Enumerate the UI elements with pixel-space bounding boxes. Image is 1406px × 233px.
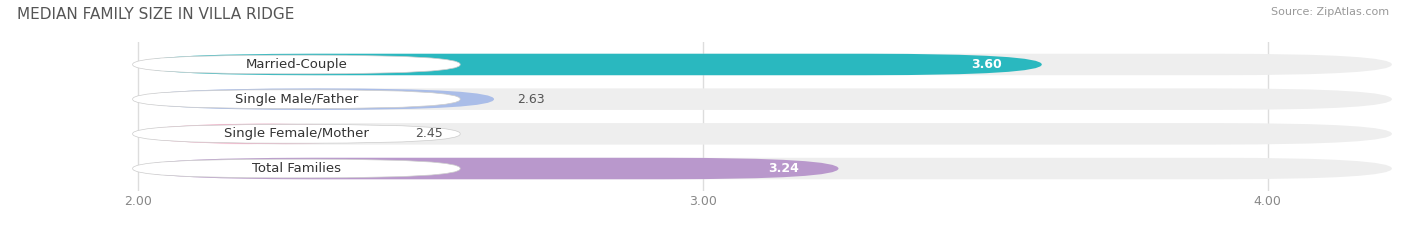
FancyBboxPatch shape: [132, 55, 460, 74]
Text: MEDIAN FAMILY SIZE IN VILLA RIDGE: MEDIAN FAMILY SIZE IN VILLA RIDGE: [17, 7, 294, 22]
Text: Total Families: Total Families: [252, 162, 340, 175]
Text: 3.24: 3.24: [768, 162, 799, 175]
FancyBboxPatch shape: [138, 123, 1392, 145]
FancyBboxPatch shape: [138, 158, 1392, 179]
Text: Source: ZipAtlas.com: Source: ZipAtlas.com: [1271, 7, 1389, 17]
Text: Single Male/Father: Single Male/Father: [235, 93, 359, 106]
FancyBboxPatch shape: [132, 124, 460, 143]
FancyBboxPatch shape: [138, 88, 1392, 110]
Text: Single Female/Mother: Single Female/Mother: [224, 127, 368, 140]
FancyBboxPatch shape: [138, 54, 1042, 75]
FancyBboxPatch shape: [138, 88, 494, 110]
FancyBboxPatch shape: [138, 158, 838, 179]
Text: Married-Couple: Married-Couple: [246, 58, 347, 71]
Text: 3.60: 3.60: [972, 58, 1002, 71]
FancyBboxPatch shape: [138, 123, 392, 145]
FancyBboxPatch shape: [132, 90, 460, 109]
Text: 2.63: 2.63: [516, 93, 544, 106]
Text: 2.45: 2.45: [415, 127, 443, 140]
FancyBboxPatch shape: [138, 54, 1392, 75]
FancyBboxPatch shape: [132, 159, 460, 178]
